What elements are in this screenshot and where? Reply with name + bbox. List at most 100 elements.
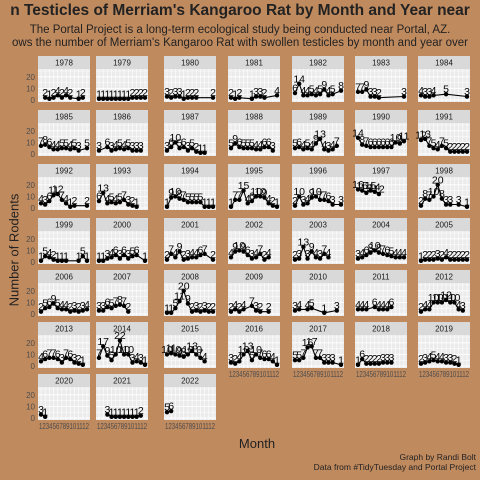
data-label: 2 bbox=[38, 301, 44, 313]
data-label: 7 bbox=[96, 347, 102, 359]
data-point bbox=[385, 360, 390, 365]
data-label: 2 bbox=[84, 195, 90, 207]
data-point bbox=[237, 197, 242, 203]
data-label: 4 bbox=[330, 139, 336, 151]
data-point bbox=[364, 190, 369, 196]
y-tick-label: 20 bbox=[26, 127, 35, 136]
data-label: 6 bbox=[181, 137, 187, 149]
data-label: 2 bbox=[447, 249, 453, 261]
data-point bbox=[76, 148, 81, 153]
data-label: 9 bbox=[241, 241, 247, 253]
data-point bbox=[322, 360, 327, 365]
data-label: 8 bbox=[376, 242, 382, 254]
data-point bbox=[109, 255, 114, 260]
data-label: 1 bbox=[206, 196, 212, 208]
data-point bbox=[376, 250, 382, 255]
facet-strip bbox=[355, 218, 407, 231]
data-point bbox=[173, 255, 178, 260]
data-point bbox=[313, 141, 319, 146]
data-label: 4 bbox=[38, 351, 44, 363]
data-label: 5 bbox=[431, 138, 437, 150]
data-label: 6 bbox=[266, 137, 272, 149]
data-point bbox=[258, 251, 263, 257]
data-point bbox=[113, 303, 118, 309]
data-point bbox=[296, 358, 302, 363]
data-point bbox=[330, 202, 335, 207]
data-label: 1 bbox=[210, 196, 216, 208]
data-label: 10 bbox=[190, 344, 202, 356]
data-point bbox=[68, 356, 73, 362]
data-point bbox=[338, 202, 344, 207]
data-point bbox=[317, 197, 323, 203]
data-label: 1 bbox=[100, 250, 106, 262]
data-label: 5 bbox=[249, 138, 255, 150]
data-label: 6 bbox=[168, 401, 174, 413]
facet-strip bbox=[292, 270, 344, 283]
data-point bbox=[305, 201, 310, 206]
data-label: 6 bbox=[113, 245, 119, 257]
data-label: 4 bbox=[443, 247, 449, 259]
data-point bbox=[262, 144, 267, 150]
data-label: 5 bbox=[72, 138, 78, 150]
facet-strip-label: 2007 bbox=[113, 273, 131, 282]
data-point bbox=[202, 251, 207, 257]
data-label: 11 bbox=[399, 131, 410, 143]
data-label: 2 bbox=[181, 249, 187, 261]
data-point bbox=[326, 255, 331, 260]
data-label: 4 bbox=[241, 299, 247, 311]
data-label: 17 bbox=[306, 336, 318, 348]
data-point bbox=[389, 304, 394, 310]
data-point bbox=[100, 344, 106, 349]
data-point bbox=[164, 257, 170, 262]
data-point bbox=[334, 308, 340, 313]
data-point bbox=[198, 200, 203, 205]
data-label: 2 bbox=[210, 301, 216, 313]
data-point bbox=[372, 304, 377, 310]
data-label: 3 bbox=[321, 352, 327, 364]
facet-strip-label: 2012 bbox=[435, 273, 453, 282]
data-point bbox=[389, 144, 394, 150]
data-label: 5 bbox=[241, 138, 247, 150]
data-label: 2 bbox=[42, 87, 48, 99]
data-label: 2 bbox=[232, 353, 238, 365]
data-point bbox=[322, 147, 327, 152]
data-label: 14 bbox=[293, 73, 305, 85]
facet-strip bbox=[164, 270, 216, 283]
data-label: 3 bbox=[372, 86, 378, 98]
data-point bbox=[305, 93, 310, 98]
data-point bbox=[68, 95, 73, 100]
facet-strip-label: 2001 bbox=[181, 221, 199, 230]
facet-strip bbox=[418, 56, 470, 69]
data-label: 3 bbox=[76, 140, 82, 152]
data-label: 6 bbox=[121, 245, 127, 257]
data-label: 10 bbox=[182, 344, 194, 356]
data-point bbox=[38, 412, 44, 417]
data-label: 4 bbox=[439, 351, 445, 363]
data-point bbox=[185, 301, 191, 306]
data-label: 1 bbox=[228, 196, 234, 208]
data-point bbox=[109, 306, 114, 311]
data-label: 3 bbox=[134, 140, 140, 152]
data-label: 2 bbox=[456, 249, 462, 261]
x-tick-labels: 123456789101112 bbox=[229, 370, 279, 379]
data-point bbox=[368, 188, 373, 193]
data-point bbox=[59, 146, 65, 151]
data-point bbox=[164, 352, 170, 357]
data-label: 10 bbox=[310, 186, 322, 198]
data-point bbox=[47, 198, 52, 204]
facet-strip-label: 2014 bbox=[113, 325, 131, 334]
data-label: 4 bbox=[109, 247, 115, 259]
data-point bbox=[198, 309, 203, 314]
chart-title: n Testicles of Merriam's Kangaroo Rat by… bbox=[10, 2, 470, 19]
data-label: 5 bbox=[59, 138, 65, 150]
data-label: 3 bbox=[270, 140, 276, 152]
data-point bbox=[113, 352, 118, 357]
data-point bbox=[55, 306, 60, 311]
data-label: 4 bbox=[63, 85, 69, 97]
facet-strip bbox=[228, 270, 280, 283]
data-point bbox=[301, 355, 306, 361]
